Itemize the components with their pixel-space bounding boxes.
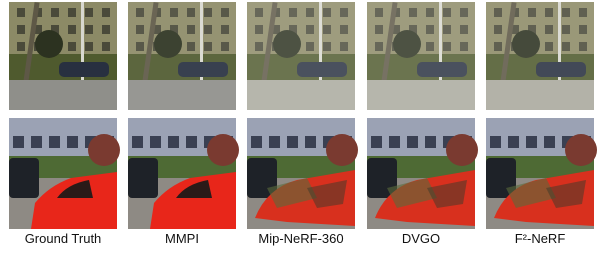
haze <box>128 2 236 110</box>
car-photo <box>128 118 239 229</box>
window <box>425 136 436 148</box>
window <box>186 136 197 148</box>
window <box>85 8 93 17</box>
window <box>68 25 76 34</box>
window <box>407 136 418 148</box>
window <box>251 136 262 148</box>
caption: MMPI <box>122 231 242 246</box>
street-photo <box>9 2 117 110</box>
window <box>51 8 59 17</box>
haze <box>486 2 594 110</box>
window <box>102 25 110 34</box>
caption: Ground Truth <box>3 231 123 246</box>
street-photo <box>367 2 475 110</box>
window <box>544 136 555 148</box>
window <box>67 136 78 148</box>
window <box>168 136 179 148</box>
window <box>31 136 42 148</box>
haze <box>367 2 475 110</box>
bush <box>565 134 597 166</box>
street-photo <box>128 2 236 110</box>
car-photo <box>9 118 120 229</box>
bush <box>446 134 478 166</box>
window <box>102 42 110 51</box>
window <box>17 42 25 51</box>
bush <box>207 134 239 166</box>
window <box>371 136 382 148</box>
car-photo <box>367 118 478 229</box>
window <box>85 25 93 34</box>
car-photo <box>247 118 358 229</box>
tree <box>35 30 63 58</box>
window <box>85 42 93 51</box>
bush <box>88 134 120 166</box>
dark-car <box>128 158 158 198</box>
window <box>17 25 25 34</box>
window <box>389 136 400 148</box>
window <box>269 136 280 148</box>
street-photo <box>486 2 594 110</box>
image-grid <box>0 0 602 255</box>
window <box>68 8 76 17</box>
window <box>508 136 519 148</box>
window <box>102 8 110 17</box>
car-photo <box>486 118 597 229</box>
figure: Ground TruthMMPIMip-NeRF-360DVGOF²-NeRF <box>0 0 602 255</box>
window <box>150 136 161 148</box>
caption: Mip-NeRF-360 <box>241 231 361 246</box>
caption: DVGO <box>361 231 481 246</box>
bush <box>326 134 358 166</box>
street-photo <box>247 2 355 110</box>
window <box>17 8 25 17</box>
window <box>49 136 60 148</box>
haze <box>247 2 355 110</box>
window <box>526 136 537 148</box>
window <box>68 42 76 51</box>
window <box>132 136 143 148</box>
dark-car <box>9 158 39 198</box>
road <box>9 80 117 110</box>
caption: F²-NeRF <box>480 231 600 246</box>
window <box>287 136 298 148</box>
window <box>13 136 24 148</box>
window <box>490 136 501 148</box>
car <box>59 62 109 77</box>
window <box>305 136 316 148</box>
